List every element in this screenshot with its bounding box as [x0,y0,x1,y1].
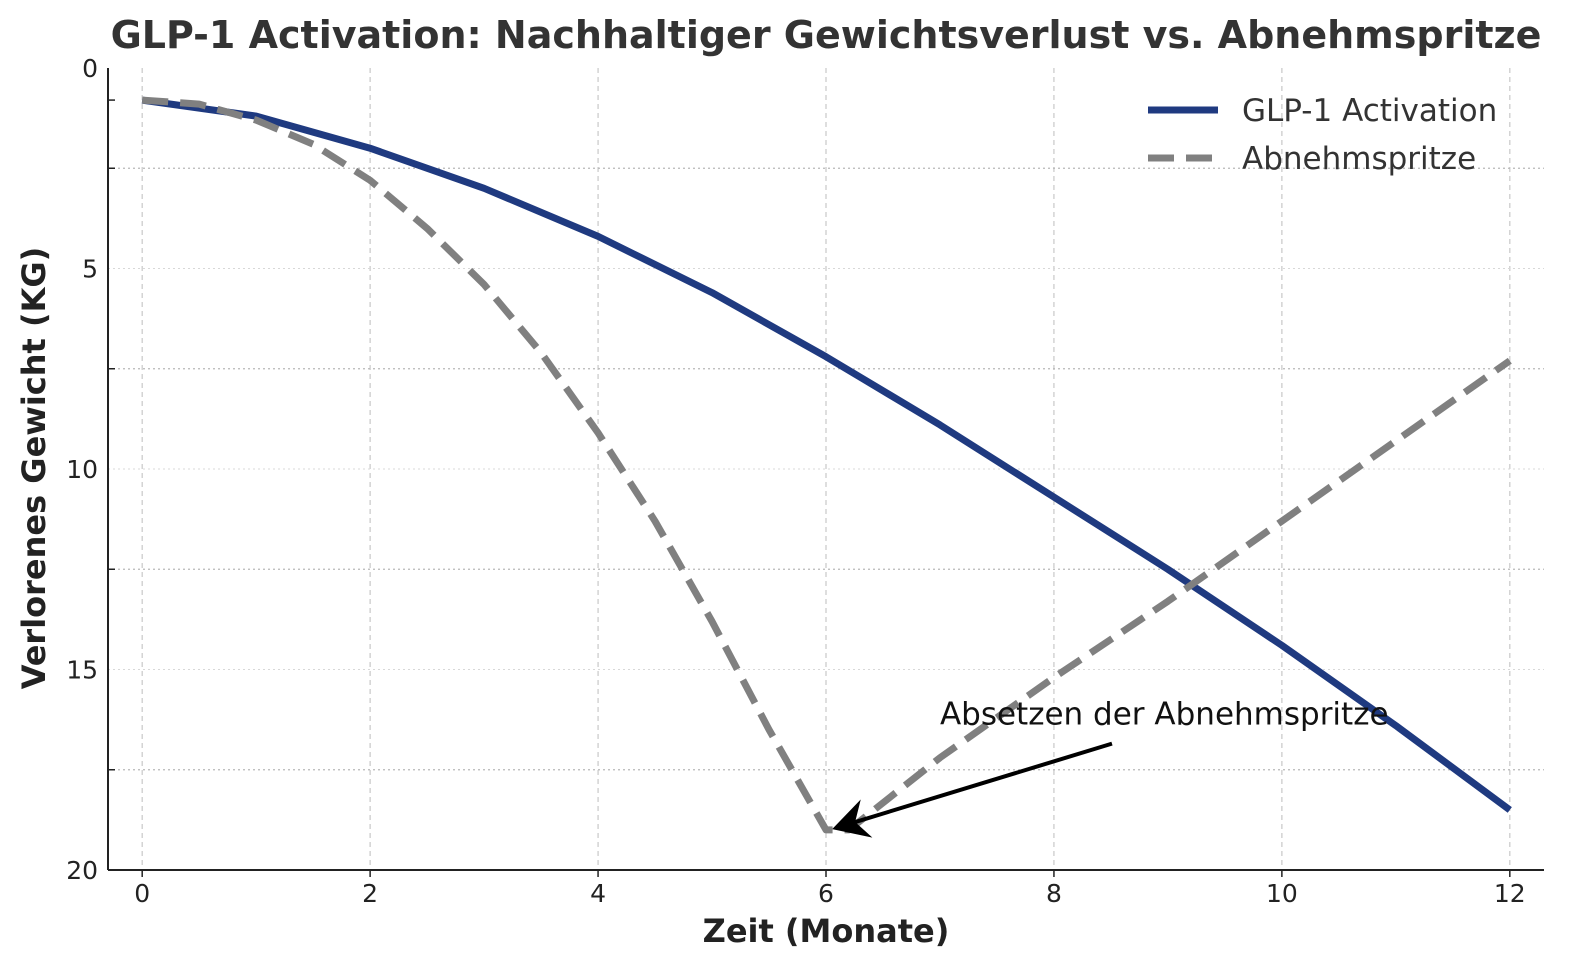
x-tick-label: 0 [134,879,150,908]
x-axis-label: Zeit (Monate) [703,912,950,950]
annotation-text: Absetzen der Abnehmspritze [940,697,1389,733]
legend-label: GLP-1 Activation [1242,93,1497,129]
grid [108,68,1544,870]
series-layer [141,96,1512,834]
series-line-1 [141,96,1512,813]
y-tick-label: 5 [82,255,98,284]
x-tick-label: 4 [590,879,606,908]
legend: GLP-1 Activation Abnehmspritze [1148,93,1497,177]
y-tick-label: 10 [66,455,98,484]
y-tick-label: 20 [66,856,98,885]
ticks: 0 2 4 6 8 10 12 0 5 10 15 20 [66,54,1526,908]
annotation-arrow [832,741,1113,838]
x-tick-label: 6 [818,879,834,908]
annotation-layer: Absetzen der Abnehmspritze [832,697,1389,838]
x-tick-label: 12 [1494,879,1526,908]
chart-title: GLP-1 Activation: Nachhaltiger Gewichtsv… [111,13,1542,57]
y-tick-label: 0 [82,54,98,83]
x-tick-label: 8 [1046,879,1062,908]
legend-label: Abnehmspritze [1242,141,1476,177]
x-tick-label: 2 [362,879,378,908]
y-tick-label: 15 [66,656,98,685]
y-axis-label: Verlorenes Gewicht (KG) [15,247,53,690]
x-tick-label: 10 [1266,879,1298,908]
